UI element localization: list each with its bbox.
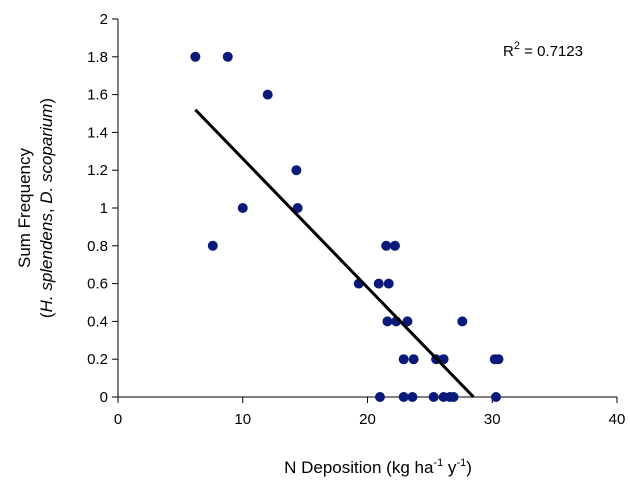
x-axis-ticks: 0 10 20 30 40 xyxy=(114,397,626,428)
data-point xyxy=(207,240,218,251)
y-axis-title-line1: Sum Frequency xyxy=(15,148,34,268)
data-point xyxy=(222,51,233,62)
y-axis-title: Sum Frequency (H. splendens, D. scopariu… xyxy=(15,98,56,318)
y-tick-label: 0.8 xyxy=(87,238,108,255)
trendline xyxy=(194,108,475,399)
data-point xyxy=(398,354,409,365)
data-point xyxy=(398,392,409,402)
y-tick-label: 0.2 xyxy=(87,351,108,368)
data-point xyxy=(381,240,392,251)
data-point xyxy=(190,51,201,62)
x-tick-label: 30 xyxy=(484,411,501,428)
y-tick-label: 0 xyxy=(100,389,108,406)
y-axis-title-line2: (H. splendens, D. scoparium) xyxy=(37,98,56,318)
data-point xyxy=(408,354,419,365)
data-point xyxy=(493,354,504,365)
y-tick-label: 1.6 xyxy=(87,87,108,104)
data-point xyxy=(448,392,459,402)
x-tick-label: 0 xyxy=(114,411,122,428)
y-tick-label: 1.2 xyxy=(87,162,108,179)
data-point xyxy=(237,203,248,213)
data-point xyxy=(373,278,384,289)
y-tick-label: 1 xyxy=(100,200,108,217)
data-point xyxy=(457,316,468,327)
data-point xyxy=(389,240,400,251)
y-tick-label: 2 xyxy=(100,11,108,28)
x-tick-label: 10 xyxy=(234,411,251,428)
data-point xyxy=(428,392,439,402)
y-tick-label: 1.8 xyxy=(87,49,108,66)
x-axis-title: N Deposition (kg ha-1 y-1) xyxy=(284,457,472,477)
y-tick-label: 0.4 xyxy=(87,313,108,330)
x-tick-label: 20 xyxy=(359,411,376,428)
data-point xyxy=(292,203,303,213)
data-point xyxy=(402,316,413,327)
y-tick-label: 0.6 xyxy=(87,276,108,293)
x-tick-label: 40 xyxy=(609,411,626,428)
data-point xyxy=(291,165,302,176)
data-point xyxy=(374,392,385,402)
data-point xyxy=(490,392,501,402)
data-point xyxy=(262,89,273,100)
data-point xyxy=(382,316,393,327)
plot-area: 0 10 20 30 40 0 0.2 0.4 0.6 0.8 1 1.2 1.4 1.6 1.8 2 xyxy=(87,11,625,428)
y-tick-label: 1.4 xyxy=(87,124,108,141)
r-squared-annotation: R2 = 0.7123 xyxy=(503,40,583,60)
data-point xyxy=(407,392,418,402)
y-axis-ticks: 0 0.2 0.4 0.6 0.8 1 1.2 1.4 1.6 1.8 2 xyxy=(87,11,118,406)
data-points xyxy=(190,51,504,402)
data-point xyxy=(383,278,394,289)
